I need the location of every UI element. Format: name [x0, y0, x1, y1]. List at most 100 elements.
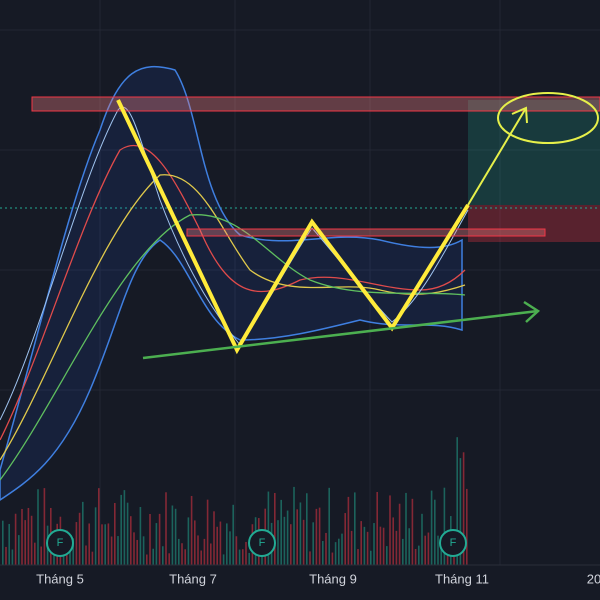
volume-bar: [27, 507, 30, 565]
volume-bar: [235, 536, 238, 565]
x-tick-label: Tháng 7: [169, 571, 217, 586]
volume-bar: [162, 546, 164, 565]
volume-bar: [120, 494, 122, 565]
arrow-head: [511, 106, 528, 124]
volume-bar: [30, 515, 33, 565]
volume-bar: [101, 524, 103, 565]
volume-bar: [309, 551, 311, 565]
volume-bar: [78, 512, 81, 565]
volume-bar: [149, 513, 151, 565]
volume-bar: [456, 437, 458, 565]
volume-bar: [21, 508, 23, 565]
volume-bar: [114, 502, 116, 565]
volume-bar: [325, 532, 327, 565]
volume-bar: [440, 545, 442, 565]
volume-bar: [85, 545, 87, 565]
volume-bar: [88, 523, 90, 565]
volume-bar: [360, 521, 362, 565]
volume-bar: [347, 496, 350, 565]
volume-bar: [267, 491, 270, 565]
volume-bar: [437, 535, 439, 565]
x-tick-label: Tháng 5: [36, 571, 84, 586]
volume-bar: [139, 506, 142, 565]
neckline-zone: [186, 228, 546, 237]
volume-bar: [280, 499, 282, 565]
volume-bar: [277, 520, 279, 565]
volume-bar: [382, 527, 385, 565]
volume-bar: [165, 492, 167, 565]
volume-bar: [168, 553, 170, 565]
volume-bar: [462, 452, 465, 565]
x-tick-label: Tháng 11: [435, 571, 489, 586]
volume-bar: [405, 492, 407, 565]
volume-bar: [414, 548, 417, 565]
volume-bar: [152, 548, 154, 565]
volume-bar: [434, 499, 436, 565]
volume-bar: [40, 546, 42, 565]
volume-bar: [8, 523, 10, 565]
volume-bar: [424, 535, 426, 565]
volume-bar: [107, 523, 110, 565]
volume-bar: [171, 505, 174, 565]
volume-bar: [350, 530, 353, 565]
volume-bar: [130, 516, 132, 565]
ma-line: [0, 144, 466, 441]
volume-bar: [37, 489, 39, 565]
volume-bar: [98, 488, 100, 565]
volume-bar: [178, 538, 180, 565]
volume-bar: [322, 540, 324, 565]
volume-bar: [123, 490, 126, 565]
marker-label: F: [450, 537, 457, 549]
volume-bar: [466, 488, 468, 565]
volume-bar: [341, 533, 343, 565]
x-tick-label: Tháng 9: [309, 571, 357, 586]
volume-bar: [75, 522, 78, 565]
volume-bar: [283, 516, 286, 565]
marker-label: F: [259, 537, 266, 549]
volume-bar: [427, 532, 430, 565]
volume-bar: [459, 458, 462, 565]
volume-bar: [411, 498, 414, 565]
volume-bar: [216, 526, 218, 565]
volume-bar: [155, 523, 158, 565]
volume-bar: [392, 517, 394, 565]
volume-bar: [146, 554, 148, 565]
target-arrow: [467, 107, 527, 206]
volume-bar: [315, 508, 318, 565]
volume-bar: [334, 542, 337, 565]
marker: F: [46, 529, 74, 557]
volume-bar: [11, 549, 14, 565]
volume-bar: [386, 546, 388, 565]
volume-bar: [14, 513, 17, 565]
marker-label: F: [57, 537, 64, 549]
volume-bar: [238, 549, 241, 565]
arrow-head: [523, 300, 541, 323]
volume-bar: [296, 509, 298, 565]
volume-bar: [194, 520, 196, 565]
volume-bar: [213, 511, 215, 565]
volume-bar: [338, 538, 340, 565]
volume-bar: [402, 538, 404, 565]
volume-bar: [293, 486, 295, 565]
volume-bar: [126, 502, 129, 565]
volume-bar: [226, 523, 228, 565]
volume-bar: [158, 513, 161, 565]
volume-bar: [82, 501, 84, 565]
volume-bar: [363, 526, 366, 565]
volume-bar: [245, 541, 247, 565]
volume-bar: [91, 551, 94, 565]
volume-bar: [357, 549, 359, 565]
volume-bar: [331, 552, 334, 565]
volume-bar: [229, 531, 231, 565]
volume-bar: [242, 549, 244, 565]
volume-bar: [318, 507, 321, 565]
bollinger-band: [0, 65, 463, 501]
volume-bar: [421, 513, 423, 565]
volume-bar: [248, 552, 250, 565]
volume-bar: [72, 538, 74, 565]
volume-bar: [232, 504, 234, 565]
volume-bar: [395, 530, 398, 565]
volume-bar: [184, 549, 186, 565]
volume-bar: [203, 538, 206, 565]
